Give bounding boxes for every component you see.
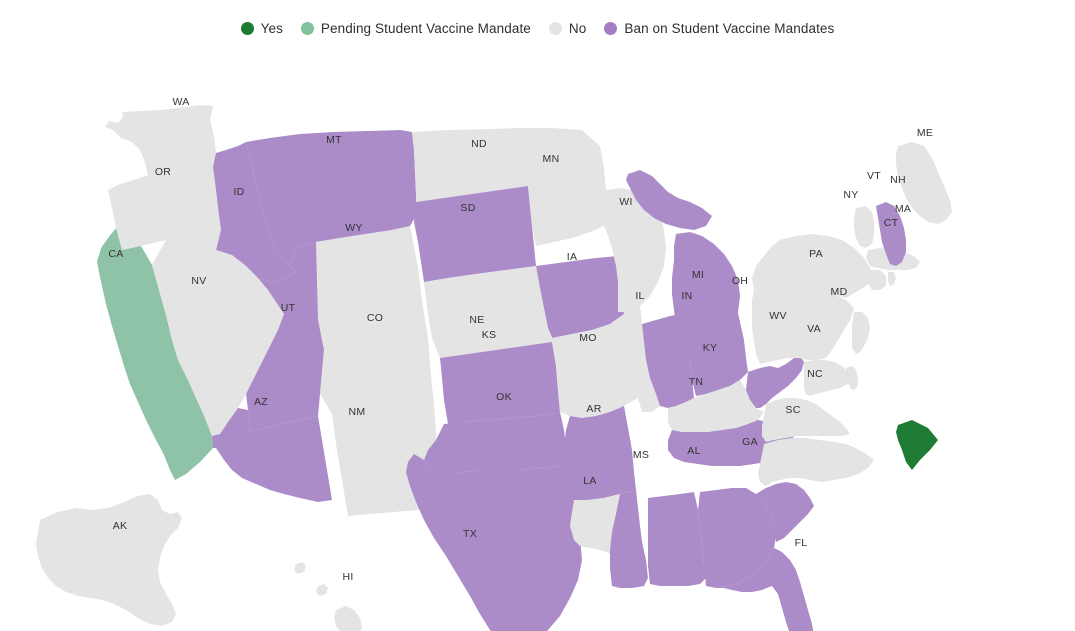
state-dc[interactable] (896, 420, 938, 470)
state-label-fl: FL (795, 537, 808, 549)
state-nv[interactable] (152, 215, 284, 436)
state-co[interactable] (318, 314, 434, 414)
state-pa[interactable] (752, 288, 854, 364)
state-hi[interactable] (294, 562, 306, 574)
state-ar[interactable] (564, 406, 636, 500)
state-oh[interactable] (686, 304, 748, 396)
state-mt[interactable] (246, 130, 416, 265)
legend-label-pending: Pending Student Vaccine Mandate (320, 20, 531, 36)
state-wv[interactable] (746, 356, 804, 408)
state-mn[interactable] (520, 128, 608, 246)
state-va[interactable] (762, 398, 850, 442)
state-ut[interactable] (246, 242, 326, 432)
state-ks[interactable] (440, 342, 560, 424)
legend-swatch-ban-icon (604, 21, 618, 35)
state-id[interactable] (213, 142, 296, 282)
legend-label-ban: Ban on Student Vaccine Mandates (624, 20, 835, 36)
state-ca[interactable] (97, 228, 213, 480)
legend-label-no: No (568, 20, 587, 36)
legend-swatch-no-icon (548, 21, 562, 35)
state-al[interactable] (648, 492, 706, 586)
state-nh[interactable] (876, 202, 906, 266)
state-label-ms: MS (633, 449, 649, 461)
state-ok[interactable] (424, 412, 568, 474)
state-label-dc: DC (896, 383, 912, 395)
state-mo[interactable] (548, 314, 638, 418)
state-tx[interactable] (406, 454, 582, 631)
state-wa[interactable] (105, 105, 216, 176)
state-sd[interactable] (414, 186, 536, 282)
state-label-vt: VT (867, 170, 881, 182)
state-or[interactable] (108, 167, 221, 250)
state-label-me: ME (917, 127, 933, 139)
legend-label-yes: Yes (260, 20, 283, 36)
state-hi[interactable] (334, 606, 362, 631)
map-legend: Yes Pending Student Vaccine Mandate No Ban … (0, 0, 1075, 56)
state-label-ny: NY (843, 189, 858, 201)
state-in[interactable] (642, 314, 694, 408)
legend-swatch-yes-icon (240, 21, 254, 35)
state-ri[interactable] (888, 272, 896, 286)
legend-item-pending[interactable]: Pending Student Vaccine Mandate (300, 20, 531, 36)
state-label-wa: WA (172, 96, 189, 108)
state-sc[interactable] (756, 482, 814, 542)
state-nc[interactable] (758, 438, 874, 486)
legend-item-no[interactable]: No (548, 20, 587, 36)
state-ny[interactable] (752, 234, 872, 298)
map-canvas: AL AK AZ AR CA CO CT DC FL GA HI ID IL IN IA KS KY LA ME MD… (0, 50, 1075, 631)
state-me[interactable] (896, 142, 952, 224)
state-vt[interactable] (854, 206, 874, 248)
state-nj[interactable] (852, 312, 870, 354)
state-ia[interactable] (536, 256, 624, 338)
states-layer (36, 105, 952, 631)
legend-swatch-pending-icon (300, 21, 314, 35)
state-hi[interactable] (316, 584, 328, 596)
state-de[interactable] (846, 366, 858, 390)
state-ga[interactable] (698, 488, 776, 588)
state-ne[interactable] (424, 266, 552, 358)
state-wy[interactable] (290, 226, 424, 330)
state-ct[interactable] (868, 270, 886, 290)
state-il[interactable] (618, 256, 660, 412)
state-label-hi: HI (342, 571, 353, 583)
state-md[interactable] (804, 360, 852, 396)
state-mi[interactable] (626, 170, 712, 230)
state-ak[interactable] (36, 494, 182, 626)
state-ky[interactable] (668, 380, 764, 432)
state-az[interactable] (212, 408, 332, 502)
legend-item-yes[interactable]: Yes (240, 20, 283, 36)
state-nd[interactable] (412, 128, 528, 202)
legend-item-ban[interactable]: Ban on Student Vaccine Mandates (604, 21, 834, 36)
state-fl[interactable] (716, 548, 814, 631)
state-ms[interactable] (610, 490, 648, 588)
